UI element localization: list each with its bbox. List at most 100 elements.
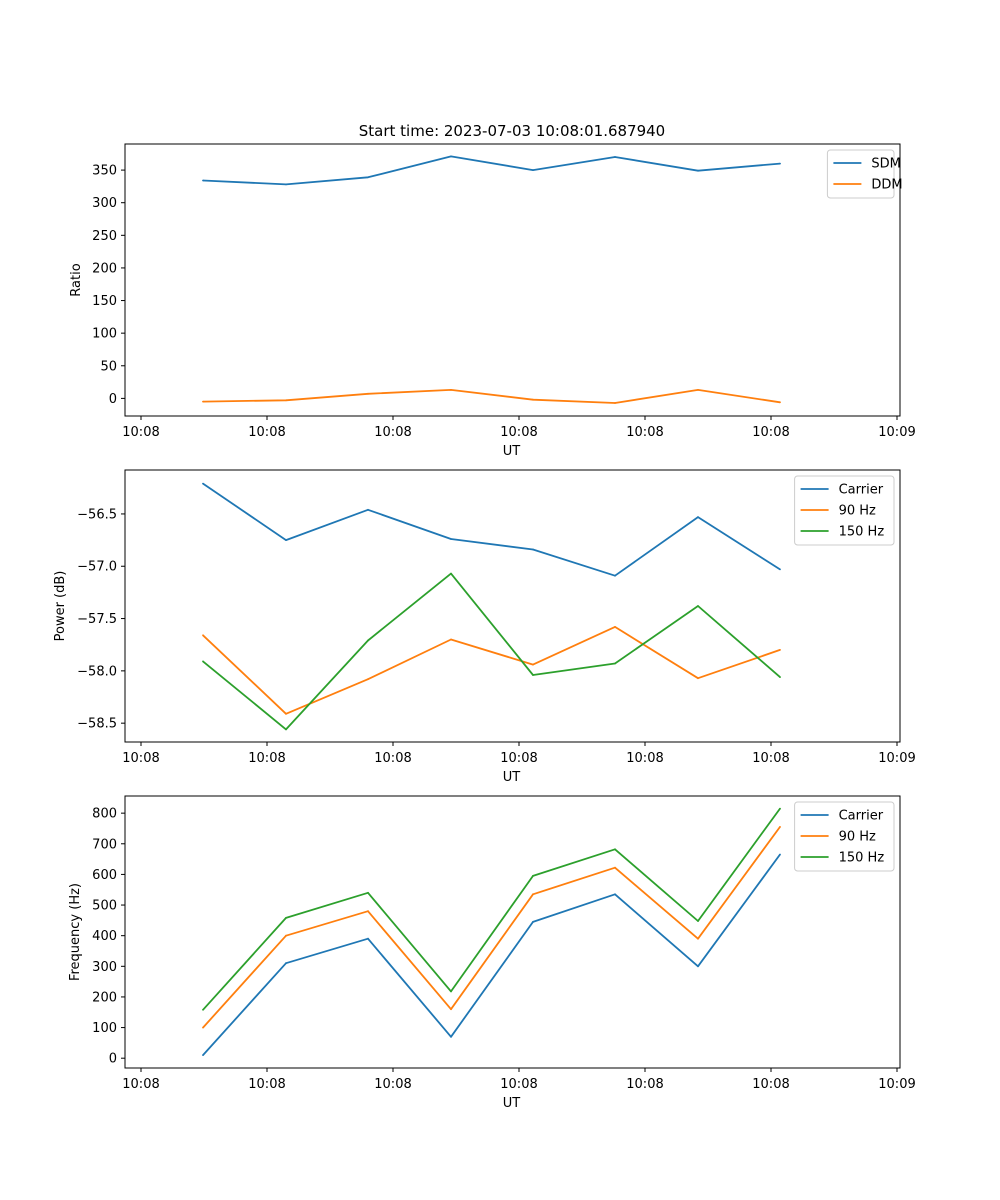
ratio-data-point: [285, 183, 287, 186]
frequency-x-tick-label: 10:08: [626, 1077, 663, 1092]
frequency-data-point: [614, 848, 616, 851]
frequency-y-tick-label: 0: [109, 1052, 117, 1067]
power-x-axis-label: UT: [503, 770, 521, 785]
ratio-legend: SDM DDM: [826, 149, 903, 199]
ratio-axes-frame: [124, 143, 901, 417]
ratio-data-point: [450, 389, 452, 391]
power-x-tick-label: 10:08: [248, 751, 285, 766]
frequency-y-tick-label: 600: [92, 868, 117, 883]
power-x-tick-label: 10:08: [374, 751, 411, 766]
frequency-legend-label: 150 Hz: [839, 851, 885, 866]
power-data-point: [779, 649, 781, 651]
frequency-data-point: [779, 853, 781, 856]
ratio-data-point: [697, 389, 699, 391]
frequency-legend-box: [794, 801, 895, 872]
power-axes-frame: [124, 469, 901, 743]
frequency-series-line-150-hz: [202, 808, 781, 1011]
ratio-y-axis-label: Ratio: [69, 263, 84, 296]
ratio-y-tick-label: 50: [100, 359, 117, 374]
frequency-y-tick-label: 200: [92, 990, 117, 1005]
ratio-x-tick-label: 10:08: [248, 425, 285, 440]
power-x-tick-label: 10:08: [752, 751, 789, 766]
power-x-tick-label: 10:09: [878, 751, 915, 766]
frequency-y-tick-label: 800: [92, 807, 117, 822]
frequency-x-axis-label: UT: [503, 1096, 521, 1111]
ratio-y-tick-label: 0: [109, 392, 117, 407]
frequency-data-point: [450, 1008, 452, 1011]
power-data-point: [779, 568, 781, 571]
power-legend-box: [794, 475, 895, 546]
ratio-data-point: [614, 402, 616, 404]
frequency-panel: 0 100 200 300 400 500 600 700 800 10:08 10:08 10:08…: [68, 795, 916, 1111]
ratio-x-axis-label: UT: [503, 444, 521, 459]
power-data-point: [202, 482, 204, 485]
frequency-y-tick-label: 300: [92, 960, 117, 975]
power-x-tick-label: 10:08: [500, 751, 537, 766]
power-data-point: [697, 677, 699, 680]
frequency-data-point: [614, 893, 616, 896]
ratio-data-point: [697, 169, 699, 172]
frequency-y-tick-label: 400: [92, 929, 117, 944]
frequency-x-tick-label: 10:08: [752, 1077, 789, 1092]
power-y-tick-label: −56.5: [77, 507, 117, 522]
frequency-data-point: [367, 937, 369, 940]
ratio-data-point: [779, 162, 781, 165]
power-data-point: [532, 674, 534, 676]
power-series-line-150-hz: [202, 572, 781, 731]
frequency-x-tick-label: 10:08: [374, 1077, 411, 1092]
ratio-x-tick-label: 10:08: [500, 425, 537, 440]
power-data-point: [202, 634, 204, 637]
frequency-x-tick-label: 10:08: [122, 1077, 159, 1092]
power-data-point: [779, 676, 781, 678]
ratio-legend-label: SDM: [871, 157, 900, 172]
power-legend: Carrier 90 Hz 150 Hz: [794, 475, 895, 546]
frequency-data-point: [697, 965, 699, 968]
frequency-data-point: [202, 1008, 204, 1011]
power-y-tick-label: −58.0: [77, 664, 117, 679]
ratio-x-tick-label: 10:08: [626, 425, 663, 440]
ratio-y-tick-label: 250: [92, 229, 117, 244]
ratio-data-point: [450, 155, 452, 158]
frequency-data-point: [285, 934, 287, 937]
power-data-point: [367, 639, 369, 642]
frequency-x-tick-label: 10:09: [878, 1077, 915, 1092]
power-data-point: [697, 605, 699, 607]
power-x-tick-label: 10:08: [626, 751, 663, 766]
ratio-data-point: [367, 176, 369, 179]
ratio-data-point: [532, 398, 534, 401]
ratio-data-point: [532, 169, 534, 172]
frequency-data-point: [779, 807, 781, 810]
power-data-point: [367, 508, 369, 511]
frequency-x-tick-label: 10:08: [248, 1077, 285, 1092]
frequency-y-tick-label: 500: [92, 899, 117, 914]
frequency-y-axis-label: Frequency (Hz): [68, 883, 83, 981]
ratio-y-tick-label: 150: [92, 294, 117, 309]
frequency-data-point: [532, 875, 534, 877]
power-data-point: [285, 728, 287, 731]
frequency-data-point: [697, 937, 699, 940]
frequency-legend: Carrier 90 Hz 150 Hz: [794, 801, 895, 872]
power-data-point: [532, 663, 534, 666]
frequency-x-tick-label: 10:08: [500, 1077, 537, 1092]
frequency-data-point: [450, 990, 452, 993]
frequency-data-point: [697, 920, 699, 922]
power-panel: −58.5 −58.0 −57.5 −57.0 −56.5 10:08 10:08 10:08…: [53, 469, 916, 785]
power-series-line-carrier: [202, 482, 781, 577]
frequency-legend-label: Carrier: [839, 809, 884, 824]
power-data-point: [614, 662, 616, 665]
frequency-data-point: [450, 1035, 452, 1038]
ratio-data-point: [614, 156, 616, 158]
power-x-tick-label: 10:08: [122, 751, 159, 766]
frequency-y-tick-label: 700: [92, 837, 117, 852]
power-data-point: [285, 539, 287, 541]
power-data-point: [450, 572, 452, 575]
frequency-data-point: [532, 921, 534, 923]
power-data-point: [450, 638, 452, 641]
power-data-point: [697, 516, 699, 518]
frequency-y-tick-label: 100: [92, 1021, 117, 1036]
power-data-point: [202, 660, 204, 663]
frequency-data-point: [367, 891, 369, 894]
ratio-data-point: [202, 400, 204, 403]
ratio-x-tick-label: 10:09: [878, 425, 915, 440]
